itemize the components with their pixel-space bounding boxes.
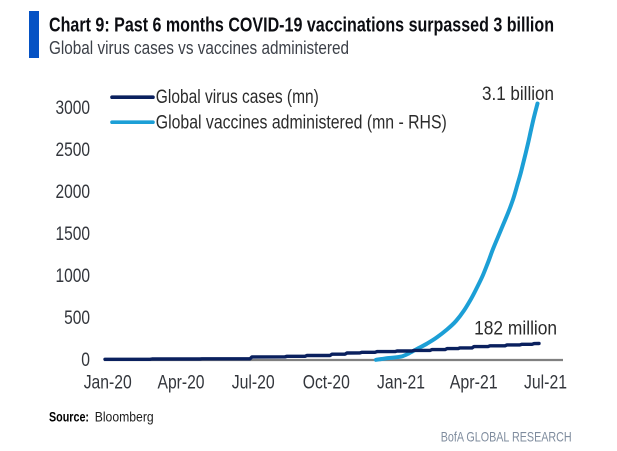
svg-text:3.1 billion: 3.1 billion (482, 84, 554, 105)
svg-text:182 million: 182 million (474, 319, 557, 340)
svg-text:Jul-21: Jul-21 (524, 373, 567, 394)
svg-text:500: 500 (64, 308, 90, 329)
svg-text:Global virus cases vs vaccines: Global virus cases vs vaccines administe… (49, 38, 349, 58)
svg-text:0: 0 (81, 350, 90, 371)
svg-text:Jul-20: Jul-20 (232, 373, 275, 394)
svg-text:Chart 9: Past 6 months COVID-1: Chart 9: Past 6 months COVID-19 vaccinat… (49, 15, 554, 37)
svg-text:Jan-21: Jan-21 (377, 373, 425, 394)
svg-text:Oct-20: Oct-20 (303, 373, 350, 394)
svg-text:Global virus cases (mn): Global virus cases (mn) (156, 87, 319, 108)
svg-text:BofA GLOBAL RESEARCH: BofA GLOBAL RESEARCH (441, 428, 572, 444)
svg-text:1000: 1000 (56, 266, 91, 287)
svg-text:Global vaccines administered (: Global vaccines administered (mn - RHS) (156, 112, 447, 133)
svg-text:2500: 2500 (56, 140, 91, 161)
svg-text:3000: 3000 (56, 98, 91, 119)
svg-text:1500: 1500 (56, 224, 91, 245)
svg-text:2000: 2000 (56, 182, 91, 203)
svg-text:Source:: Source: (49, 410, 89, 425)
svg-text:Jan-20: Jan-20 (84, 373, 132, 394)
svg-text:Apr-21: Apr-21 (450, 373, 498, 394)
svg-text:Bloomberg: Bloomberg (95, 410, 154, 425)
svg-text:Apr-20: Apr-20 (158, 373, 205, 394)
